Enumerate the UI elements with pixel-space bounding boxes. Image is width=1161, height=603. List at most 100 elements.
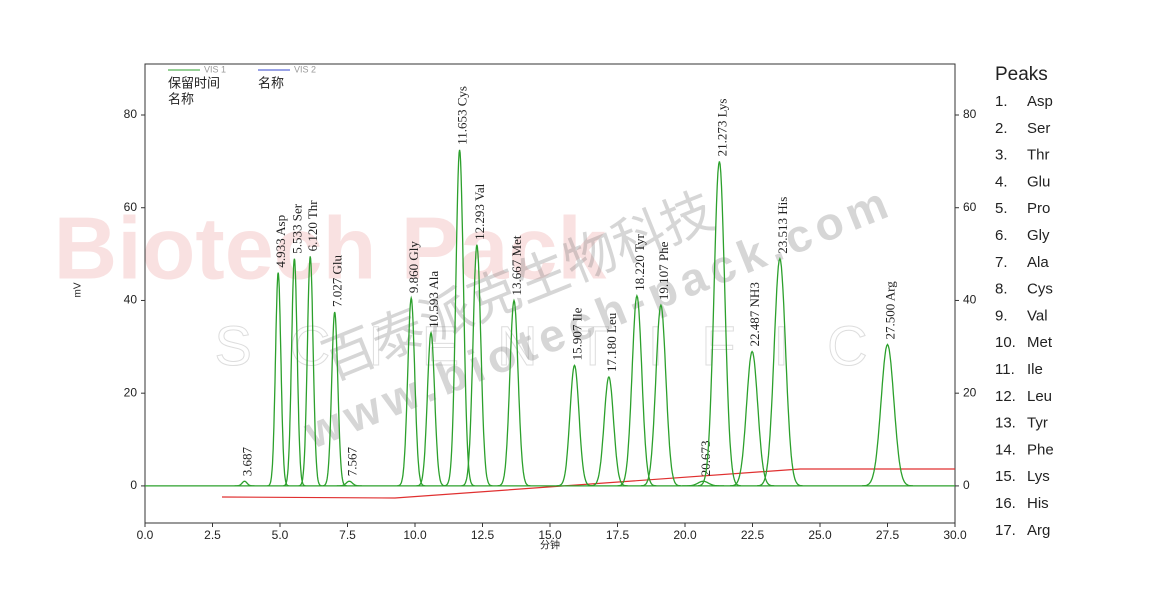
x-tick-label: 2.5 [204, 528, 221, 542]
peak-number: 2. [995, 120, 1008, 137]
peak-name: Cys [1027, 281, 1053, 298]
peak-name: Met [1027, 334, 1053, 351]
y-axis-label: mV [73, 282, 84, 297]
peak-label: 19.107 Phe [656, 241, 671, 300]
peak [617, 293, 657, 487]
peak-number: 10. [995, 334, 1016, 351]
peak-name: Leu [1027, 388, 1052, 405]
peak-number: 17. [995, 522, 1016, 539]
y-tick-label: 0 [130, 478, 137, 492]
x-tick-label: 20.0 [673, 528, 697, 542]
peak-name: Val [1027, 307, 1048, 324]
x-tick-label: 10.0 [403, 528, 427, 542]
y2-tick-label: 80 [963, 107, 977, 121]
peak-name: Lys [1027, 468, 1050, 485]
peak-label: 5.533 Ser [289, 203, 304, 254]
peak-label: 11.653 Cys [455, 86, 470, 145]
y2-tick-label: 0 [963, 478, 970, 492]
peak-name: His [1027, 495, 1049, 512]
peak-name: Ser [1027, 120, 1050, 137]
peak-name: Thr [1027, 147, 1050, 164]
peak [697, 161, 741, 487]
peak-number: 14. [995, 441, 1016, 458]
peak-number: 9. [995, 307, 1008, 324]
y-tick-label: 60 [124, 200, 138, 214]
x-tick-label: 5.0 [272, 528, 289, 542]
peak-name: Ile [1027, 361, 1043, 378]
peak-name: Phe [1027, 441, 1054, 458]
peak-name: Gly [1027, 227, 1050, 244]
peak [862, 343, 913, 487]
peak-label: 23.513 His [775, 197, 790, 254]
x-tick-label: 17.5 [606, 528, 630, 542]
peak-label: 22.487 NH3 [747, 282, 762, 346]
legend-field: 名称 [168, 91, 194, 106]
x-tick-label: 7.5 [339, 528, 356, 542]
x-tick-label: 12.5 [471, 528, 495, 542]
peak-number: 4. [995, 173, 1008, 190]
x-tick-label: 22.5 [741, 528, 765, 542]
legend-label: VIS 2 [294, 64, 316, 74]
y2-tick-label: 40 [963, 293, 977, 307]
peak [757, 256, 803, 487]
legend-field: 保留时间 [168, 75, 220, 90]
watermark: Biotech Pack [54, 198, 608, 297]
peak [556, 364, 593, 487]
peak [267, 272, 289, 487]
peak-name: Asp [1027, 93, 1053, 110]
legend-label: VIS 1 [204, 64, 226, 74]
x-axis-label: 分钟 [540, 539, 560, 552]
peak-label: 21.273 Lys [714, 99, 729, 157]
peak-label: 20.673 [698, 441, 713, 477]
peak-number: 5. [995, 200, 1008, 217]
peak [322, 311, 347, 487]
peak-number: 15. [995, 468, 1016, 485]
x-tick-label: 25.0 [808, 528, 832, 542]
peak-label: 18.220 Tyr [632, 234, 647, 291]
peak-number: 13. [995, 415, 1016, 432]
peak-name: Tyr [1027, 415, 1048, 432]
peak [336, 480, 362, 487]
peak-label: 13.667 Met [509, 235, 524, 295]
x-tick-label: 15.0 [538, 528, 562, 542]
peaks-title: Peaks [995, 64, 1048, 85]
peak-label: 4.933 Asp [273, 215, 288, 268]
peak [497, 298, 531, 487]
peak-number: 16. [995, 495, 1016, 512]
peak-number: 8. [995, 281, 1008, 298]
peak-label: 7.027 Glu [330, 255, 345, 308]
peak-number: 1. [995, 93, 1008, 110]
peak-number: 12. [995, 388, 1016, 405]
peak [461, 244, 493, 487]
peak-number: 6. [995, 227, 1008, 244]
y2-tick-label: 20 [963, 385, 977, 399]
y-tick-label: 40 [124, 293, 138, 307]
peak-number: 3. [995, 147, 1008, 164]
peak-label: 12.293 Val [472, 183, 487, 239]
peak-label: 6.120 Thr [305, 200, 320, 252]
integration-baseline [221, 468, 955, 499]
peak-name: Pro [1027, 200, 1050, 217]
peak [416, 330, 446, 487]
x-tick-label: 27.5 [876, 528, 900, 542]
peak [283, 258, 306, 487]
peak [640, 303, 681, 487]
peak [729, 350, 775, 487]
watermark: SCIENTIFIC [214, 314, 905, 377]
peak-label: 9.860 Gly [406, 241, 421, 294]
peak-label: 15.907 Ile [569, 307, 584, 360]
peak-label: 3.687 [240, 447, 255, 477]
peak [590, 375, 628, 487]
x-tick-label: 30.0 [943, 528, 967, 542]
y2-tick-label: 60 [963, 200, 977, 214]
y-tick-label: 80 [124, 107, 138, 121]
peak [397, 295, 426, 487]
x-tick-label: 0.0 [137, 528, 154, 542]
peak [444, 149, 475, 487]
y-tick-label: 20 [124, 385, 138, 399]
peak [298, 256, 322, 487]
peak-name: Ala [1027, 254, 1049, 271]
peak-number: 11. [995, 361, 1015, 378]
peak-number: 7. [995, 254, 1008, 271]
